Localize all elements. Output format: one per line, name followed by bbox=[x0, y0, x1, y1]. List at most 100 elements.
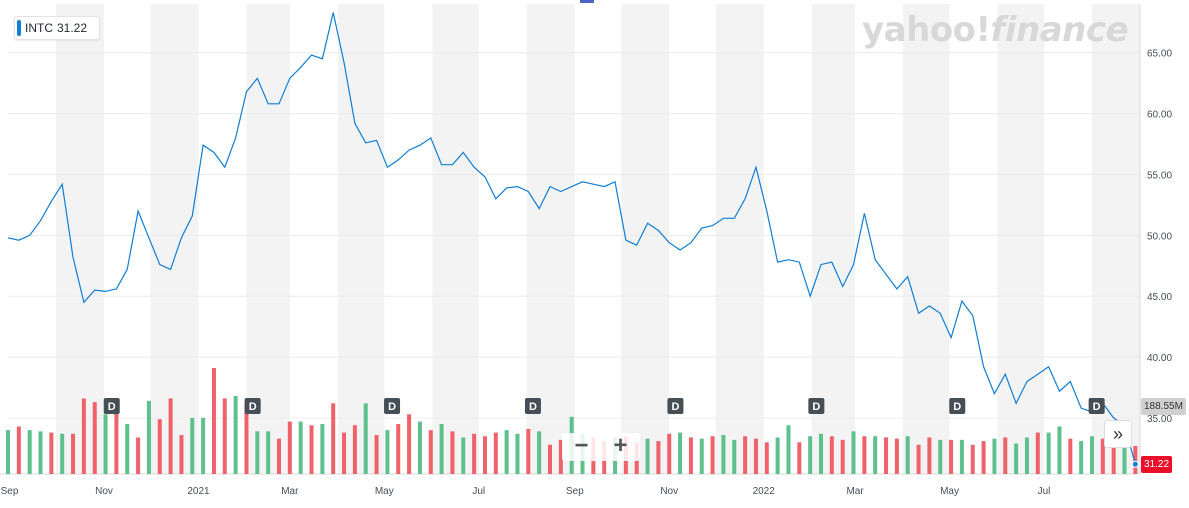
dividend-marker-label: D bbox=[108, 401, 116, 413]
volume-bar bbox=[190, 417, 195, 474]
month-band bbox=[997, 4, 1044, 474]
volume-bar bbox=[829, 436, 834, 474]
volume-bar bbox=[970, 444, 975, 474]
volume-bar bbox=[1024, 437, 1029, 474]
volume-bar bbox=[385, 430, 390, 474]
volume-bar bbox=[558, 439, 563, 474]
volume-bar bbox=[146, 400, 151, 474]
volume-bar bbox=[526, 428, 531, 474]
dividend-marker-box bbox=[244, 398, 261, 414]
volume-bar bbox=[862, 436, 867, 474]
x-tick-label: Sep bbox=[566, 486, 584, 497]
volume-bar bbox=[244, 402, 249, 474]
volume-label: 188.55M bbox=[1141, 398, 1186, 415]
dividend-marker[interactable]: D bbox=[1088, 398, 1105, 414]
volume-bar bbox=[179, 435, 184, 474]
dividend-marker-label: D bbox=[953, 401, 961, 413]
logo-brand: yahoo! bbox=[862, 10, 991, 50]
x-tick-label: Mar bbox=[281, 486, 299, 497]
month-band bbox=[150, 4, 199, 474]
ticker-price: 31.22 bbox=[57, 21, 88, 35]
volume-bar bbox=[1100, 438, 1105, 474]
dividend-marker[interactable]: D bbox=[103, 398, 120, 414]
x-axis-ticks: Sep Nov 2021 Mar May Jul Sep Nov 2022 Mar May Jul bbox=[1, 486, 1051, 497]
last-price-point bbox=[1131, 460, 1139, 468]
volume-bar bbox=[461, 437, 466, 474]
volume-bar bbox=[428, 430, 433, 474]
volume-bar bbox=[775, 437, 780, 474]
dividend-marker-box bbox=[949, 398, 966, 414]
volume-bar bbox=[667, 433, 672, 474]
dividend-marker-box bbox=[103, 398, 120, 414]
volume-bar bbox=[114, 411, 119, 474]
dividend-marker[interactable]: D bbox=[667, 398, 684, 414]
volume-bar bbox=[60, 433, 65, 474]
dividend-marker[interactable]: D bbox=[524, 398, 541, 414]
dividend-marker-label: D bbox=[812, 401, 820, 413]
zoom-out-button[interactable]: − bbox=[574, 432, 589, 459]
volume-bar bbox=[255, 431, 260, 474]
ticker-symbol: INTC bbox=[25, 21, 53, 35]
volume-bar bbox=[201, 417, 206, 474]
volume-bar bbox=[1122, 433, 1127, 474]
volume-bar bbox=[493, 432, 498, 474]
volume-bar bbox=[396, 424, 401, 474]
volume-bar bbox=[407, 414, 412, 474]
month-band bbox=[432, 4, 479, 474]
volume-bar bbox=[927, 437, 932, 474]
volume-bar bbox=[894, 438, 899, 474]
zoom-in-button[interactable]: + bbox=[613, 432, 628, 459]
y-axis-ticks: 35.00 40.00 45.00 50.00 55.00 60.00 65.00 bbox=[1147, 49, 1172, 425]
volume-bar bbox=[374, 435, 379, 474]
volume-bar bbox=[732, 439, 737, 474]
month-band bbox=[715, 4, 764, 474]
x-tick-label: 2021 bbox=[187, 486, 210, 497]
dividend-marker-label: D bbox=[529, 401, 537, 413]
month-band bbox=[337, 4, 385, 474]
range-handle[interactable] bbox=[580, 0, 594, 3]
volume-bar bbox=[992, 438, 997, 474]
volume-bar bbox=[222, 398, 227, 474]
dividend-marker-label: D bbox=[249, 401, 257, 413]
volume-bar bbox=[27, 430, 32, 474]
volume-bar bbox=[504, 430, 509, 474]
volume-bar bbox=[873, 436, 878, 474]
horizontal-gridlines bbox=[0, 4, 1141, 475]
volume-bar bbox=[16, 426, 21, 474]
logo-product: finance bbox=[990, 10, 1129, 50]
volume-bar bbox=[547, 444, 552, 474]
volume-bar bbox=[1079, 441, 1084, 474]
volume-bar bbox=[450, 431, 455, 474]
volume-bar bbox=[136, 437, 141, 474]
dividend-marker-label: D bbox=[388, 401, 396, 413]
volume-bar bbox=[233, 396, 238, 474]
dividend-marker[interactable]: D bbox=[808, 398, 825, 414]
volume-bar bbox=[276, 438, 281, 474]
ticker-badge[interactable]: INTC 31.22 bbox=[14, 16, 101, 40]
yahoo-finance-logo: yahoo!finance bbox=[862, 10, 1129, 50]
volume-bar bbox=[884, 437, 889, 474]
volume-bar bbox=[125, 424, 130, 474]
volume-bar bbox=[6, 430, 10, 474]
volume-bar bbox=[656, 441, 661, 474]
volume-bar bbox=[71, 433, 76, 474]
dividend-marker[interactable]: D bbox=[384, 398, 401, 414]
volume-bar bbox=[266, 431, 271, 474]
month-band bbox=[526, 4, 575, 474]
volume-bar bbox=[287, 421, 292, 474]
alternating-month-bands bbox=[56, 4, 1140, 474]
dividend-marker-label: D bbox=[671, 401, 679, 413]
month-band bbox=[811, 4, 856, 474]
dividend-marker-box bbox=[667, 398, 684, 414]
volume-bar bbox=[786, 425, 791, 474]
dividend-marker[interactable]: D bbox=[244, 398, 261, 414]
month-band bbox=[56, 4, 105, 474]
scroll-right-button[interactable]: » bbox=[1104, 420, 1132, 448]
dividend-marker[interactable]: D bbox=[949, 398, 966, 414]
x-tick-label: May bbox=[375, 486, 394, 497]
y-tick-label: 60.00 bbox=[1147, 110, 1172, 121]
dividend-marker-label: D bbox=[1093, 401, 1101, 413]
volume-bar bbox=[818, 433, 823, 474]
